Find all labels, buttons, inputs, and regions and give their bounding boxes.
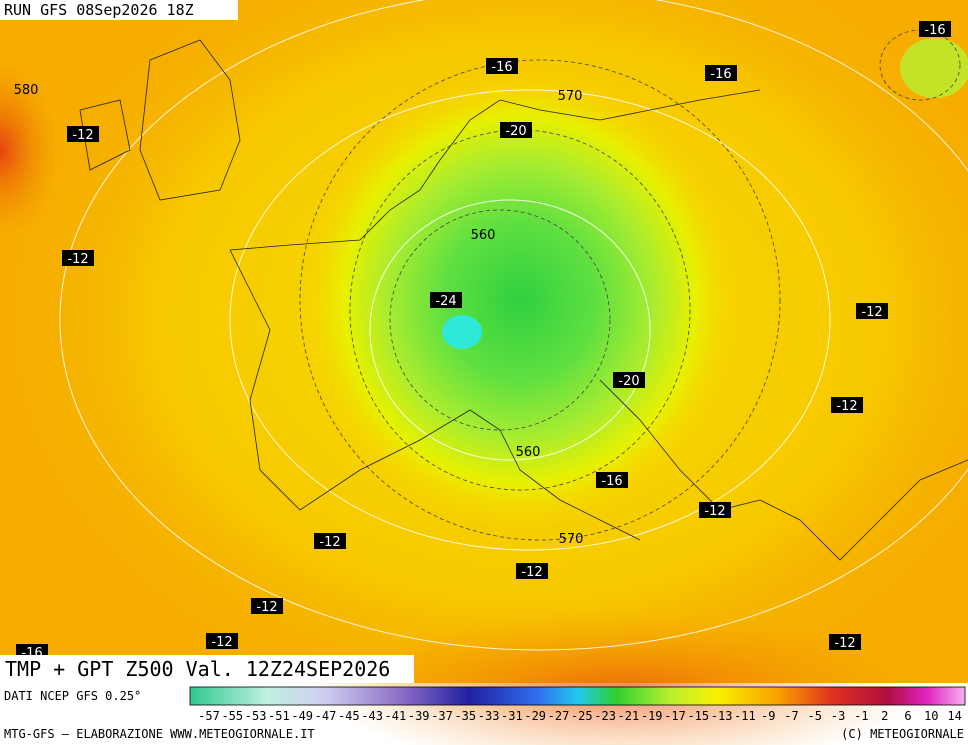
scale-label: -43 bbox=[361, 709, 383, 723]
height-label: 560 bbox=[516, 445, 541, 460]
scale-label: -13 bbox=[711, 709, 733, 723]
color-scale bbox=[189, 686, 966, 706]
label-box bbox=[596, 472, 628, 488]
scale-label: -19 bbox=[641, 709, 663, 723]
label-box bbox=[500, 122, 532, 138]
label-box bbox=[62, 250, 94, 266]
scale-label: -25 bbox=[571, 709, 593, 723]
hot-area bbox=[320, 610, 920, 745]
label-box bbox=[705, 65, 737, 81]
label-box bbox=[613, 372, 645, 388]
scale-label: 10 bbox=[924, 709, 938, 723]
temperature-label: -12 bbox=[836, 399, 857, 414]
scale-label: -29 bbox=[524, 709, 546, 723]
label-box bbox=[430, 292, 462, 308]
scale-label: -51 bbox=[268, 709, 290, 723]
label-box bbox=[829, 634, 861, 650]
temperature-label: -12 bbox=[72, 128, 93, 143]
temperature-label: -24 bbox=[435, 294, 456, 309]
scale-label: -15 bbox=[687, 709, 709, 723]
scale-label: -35 bbox=[454, 709, 476, 723]
contour-labels: -16 580 -12 -16 -16 570 -20 560 -12 -24 -12 -20 -12 5… bbox=[14, 21, 951, 661]
scale-label: -23 bbox=[594, 709, 616, 723]
scale-label: -45 bbox=[338, 709, 360, 723]
copyright: (C) METEOGIORNALE bbox=[841, 727, 964, 741]
source: DATI NCEP GFS 0.25° bbox=[4, 689, 141, 703]
scale-label: -5 bbox=[808, 709, 822, 723]
scale-label: -33 bbox=[478, 709, 500, 723]
scale-label: -47 bbox=[315, 709, 337, 723]
temperature-label: -16 bbox=[601, 474, 622, 489]
scale-label: -17 bbox=[664, 709, 686, 723]
label-box bbox=[831, 397, 863, 413]
height-label: 570 bbox=[559, 532, 584, 547]
scale-label: 14 bbox=[947, 709, 961, 723]
temperature-label: -12 bbox=[704, 504, 725, 519]
height-contours bbox=[59, 0, 968, 651]
temperature-label: -12 bbox=[319, 535, 340, 550]
scale-label: -11 bbox=[734, 709, 756, 723]
height-label: 570 bbox=[558, 89, 583, 104]
credit: MTG-GFS — ELABORAZIONE WWW.METEOGIORNALE… bbox=[4, 727, 315, 741]
cold-core bbox=[300, 70, 740, 530]
label-box bbox=[486, 58, 518, 74]
scale-label: -7 bbox=[784, 709, 798, 723]
temperature-label: -12 bbox=[67, 252, 88, 267]
scale-label: -21 bbox=[618, 709, 640, 723]
scale-label: -49 bbox=[291, 709, 313, 723]
label-box bbox=[67, 126, 99, 142]
temperature-label: -12 bbox=[211, 635, 232, 650]
scale-label: -3 bbox=[831, 709, 845, 723]
height-label: 580 bbox=[14, 83, 39, 98]
scale-label: -27 bbox=[548, 709, 570, 723]
temperature-label: -12 bbox=[861, 305, 882, 320]
label-box bbox=[919, 21, 951, 37]
height-label: 560 bbox=[471, 228, 496, 243]
scale-label: -1 bbox=[854, 709, 868, 723]
map-title: TMP + GPT Z500 Val. 12Z24SEP2026 bbox=[5, 657, 390, 681]
label-box bbox=[314, 533, 346, 549]
temperature-label: -20 bbox=[505, 124, 526, 139]
label-box bbox=[516, 563, 548, 579]
run-info: RUN GFS 08Sep2026 18Z bbox=[4, 1, 194, 19]
scale-label: 2 bbox=[881, 709, 888, 723]
cold-spot bbox=[900, 38, 968, 98]
temperature-label: -16 bbox=[710, 67, 731, 82]
temperature-label: -12 bbox=[521, 565, 542, 580]
scale-label: -57 bbox=[198, 709, 220, 723]
hot-area bbox=[0, 60, 60, 240]
title-box bbox=[0, 655, 414, 683]
scale-label: -37 bbox=[431, 709, 453, 723]
temperature-label: -12 bbox=[256, 600, 277, 615]
coastlines bbox=[79, 39, 968, 561]
cold-center bbox=[442, 315, 482, 349]
scale-label: -55 bbox=[221, 709, 243, 723]
scale-label: -39 bbox=[408, 709, 430, 723]
scale-labels: -57 -55 -53 -51 -49 -47 -45 -43 -41 -39 -37 -35 -33-… bbox=[198, 709, 962, 723]
scale-label: -31 bbox=[501, 709, 523, 723]
temperature-label: -16 bbox=[491, 60, 512, 75]
temperature-label: -16 bbox=[924, 23, 945, 38]
label-box bbox=[251, 598, 283, 614]
temperature-label: -12 bbox=[834, 636, 855, 651]
label-box bbox=[206, 633, 238, 649]
scale-label: 6 bbox=[904, 709, 911, 723]
label-box bbox=[856, 303, 888, 319]
label-box bbox=[699, 502, 731, 518]
scale-label: -53 bbox=[245, 709, 267, 723]
run-box bbox=[0, 0, 238, 20]
scale-label: -41 bbox=[385, 709, 407, 723]
scale-label: -9 bbox=[761, 709, 775, 723]
temperature-label: -20 bbox=[618, 374, 639, 389]
